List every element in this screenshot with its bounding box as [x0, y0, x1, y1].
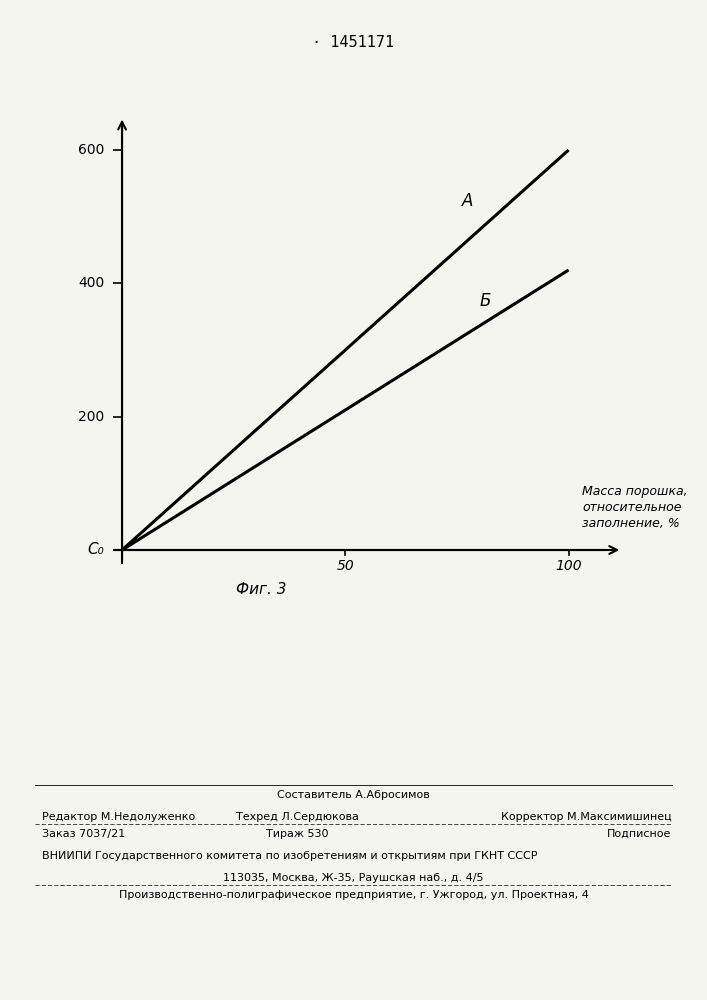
Text: Составитель А.Абросимов: Составитель А.Абросимов: [277, 790, 430, 800]
Text: 100: 100: [555, 559, 582, 573]
Text: А: А: [462, 192, 473, 210]
Text: Производственно-полиграфическое предприятие, г. Ужгород, ул. Проектная, 4: Производственно-полиграфическое предприя…: [119, 890, 588, 900]
Text: 400: 400: [78, 276, 104, 290]
Text: Подписное: Подписное: [607, 829, 672, 839]
Text: 113035, Москва, Ж-35, Раушская наб., д. 4/5: 113035, Москва, Ж-35, Раушская наб., д. …: [223, 873, 484, 883]
Text: Тираж 530: Тираж 530: [266, 829, 328, 839]
Text: C₀: C₀: [88, 542, 104, 558]
Text: · 1451171: · 1451171: [312, 35, 395, 50]
Text: Заказ 7037/21: Заказ 7037/21: [42, 829, 126, 839]
Text: Техред Л.Сердюкова: Техред Л.Сердюкова: [235, 812, 358, 822]
Text: Корректор М.Максимишинец: Корректор М.Максимишинец: [501, 812, 672, 822]
Text: Б: Б: [479, 292, 491, 310]
Text: Редактор М.Недолуженко: Редактор М.Недолуженко: [42, 812, 196, 822]
Text: ВНИИПИ Государственного комитета по изобретениям и открытиям при ГКНТ СССР: ВНИИПИ Государственного комитета по изоб…: [42, 851, 538, 861]
Text: Масса порошка,
относительное
заполнение, %: Масса порошка, относительное заполнение,…: [582, 485, 688, 530]
Text: 600: 600: [78, 143, 104, 157]
Text: 200: 200: [78, 410, 104, 424]
Text: Фиг. 3: Фиг. 3: [236, 582, 287, 597]
Text: 50: 50: [337, 559, 354, 573]
